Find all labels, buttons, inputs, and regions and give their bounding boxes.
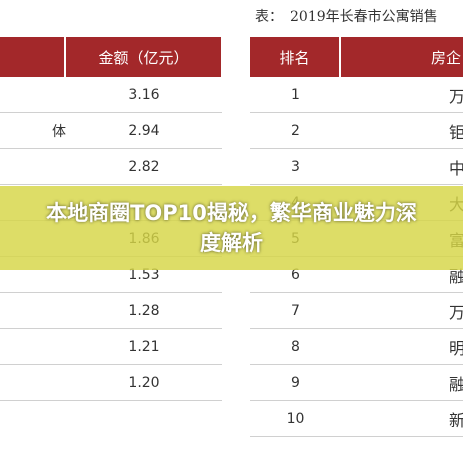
- rank-cell: 7: [250, 293, 341, 329]
- company-cell: 融: [341, 365, 463, 401]
- amount-cell: 2.82: [66, 149, 222, 185]
- name-cell: [0, 77, 66, 113]
- banner: 本地商圈TOP10揭秘，繁华商业魅力深度解析: [0, 186, 463, 270]
- banner-title: 本地商圈TOP10揭秘，繁华商业魅力深度解析: [46, 201, 417, 255]
- rank-cell: 3: [250, 149, 341, 185]
- rank-cell: 6: [250, 257, 341, 293]
- amount-cell: 1.21: [66, 329, 222, 365]
- name-cell: [0, 257, 66, 293]
- header-cell: 排名: [250, 37, 340, 77]
- name-cell: 体: [0, 113, 66, 149]
- name-cell: [0, 293, 66, 329]
- amount-cell: 1.28: [66, 293, 222, 329]
- caption: 2019年长春市公寓销售: [290, 9, 438, 25]
- company-cell: 融: [341, 257, 463, 293]
- company-cell: 钜: [341, 113, 463, 149]
- company-cell: 中: [341, 149, 463, 185]
- header-cell: [0, 37, 65, 77]
- rank-cell: 10: [250, 401, 341, 437]
- rank-cell: 2: [250, 113, 341, 149]
- amount-cell: 2.94: [66, 113, 222, 149]
- header-cell: 金额（亿元）: [66, 37, 222, 77]
- name-cell: [0, 365, 66, 401]
- name-cell: [0, 329, 66, 365]
- company-cell: 明: [341, 329, 463, 365]
- header-cell: 房企: [341, 37, 463, 77]
- rank-cell: 1: [250, 77, 341, 113]
- company-cell: 新: [341, 401, 463, 437]
- company-cell: 万: [341, 293, 463, 329]
- company-cell: 万: [341, 77, 463, 113]
- caption-label: 表：: [255, 9, 283, 25]
- rank-cell: 9: [250, 365, 341, 401]
- amount-cell: 1.20: [66, 365, 222, 401]
- name-cell: [0, 149, 66, 185]
- amount-cell: 1.53: [66, 257, 222, 293]
- rank-cell: 8: [250, 329, 341, 365]
- amount-cell: 3.16: [66, 77, 222, 113]
